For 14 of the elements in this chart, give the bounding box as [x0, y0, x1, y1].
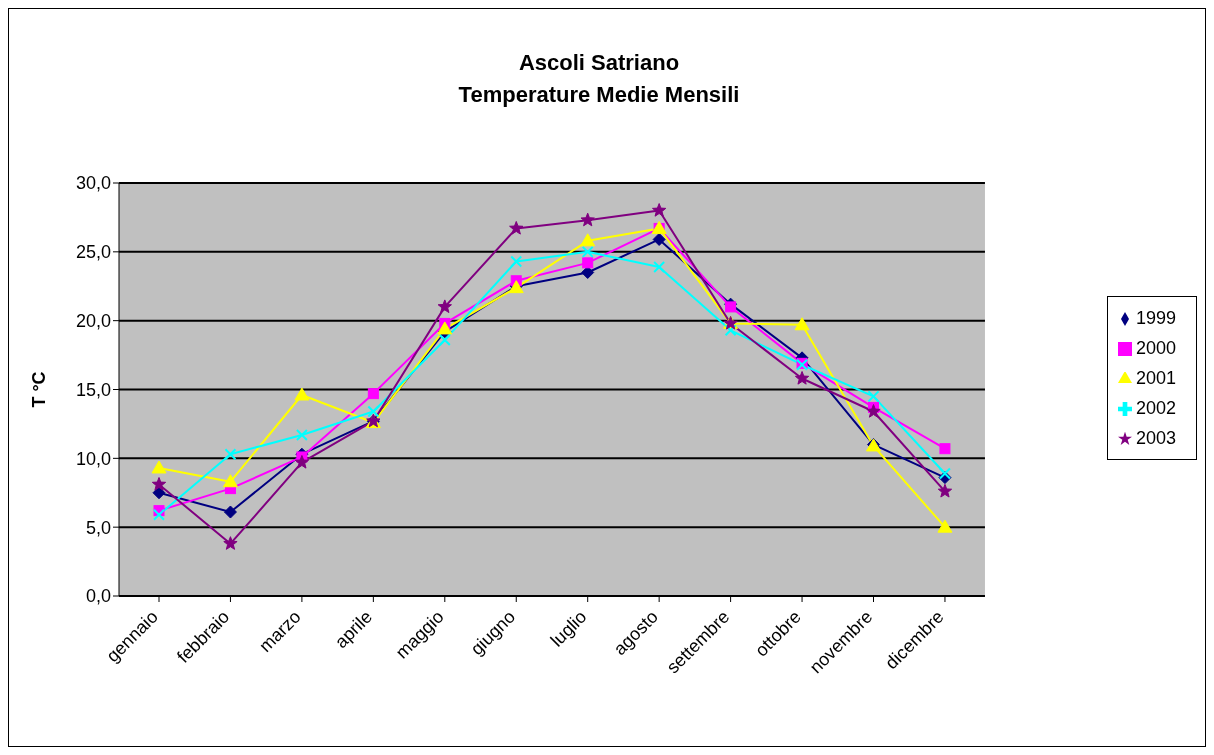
y-tick-label: 5,0	[85, 517, 111, 538]
legend-label: 2002	[1135, 397, 1176, 418]
y-axis-title: T °C	[29, 371, 50, 408]
legend-label: 2001	[1135, 367, 1176, 388]
y-tick-label: 25,0	[75, 242, 111, 263]
chart-title: Ascoli Satriano Temperature Medie Mensili	[457, 49, 741, 109]
y-tick-label: 20,0	[75, 311, 111, 332]
legend-label: 1999	[1135, 307, 1176, 328]
y-tick-label: 30,0	[75, 173, 111, 194]
legend-label: 2003	[1135, 427, 1176, 448]
y-tick-label: 0,0	[85, 586, 111, 607]
legend-label: 2000	[1135, 337, 1176, 358]
y-tick-label: 10,0	[75, 448, 111, 469]
y-tick-label: 15,0	[75, 379, 111, 400]
